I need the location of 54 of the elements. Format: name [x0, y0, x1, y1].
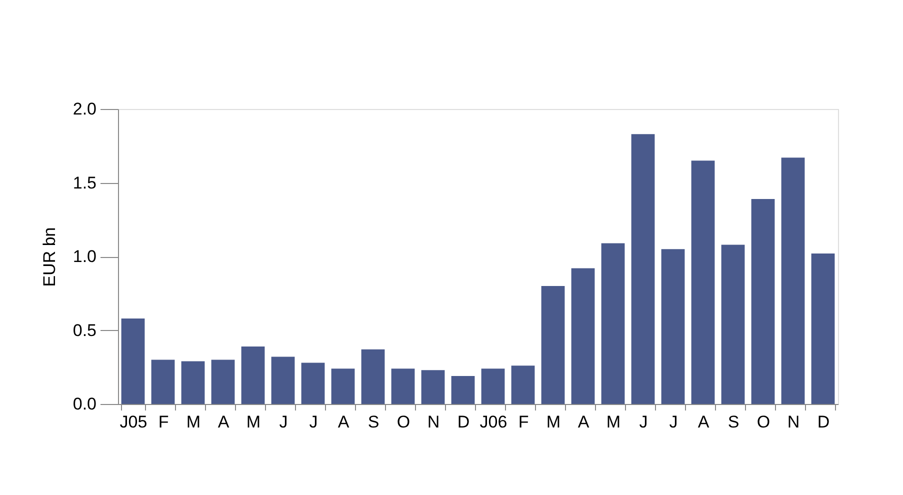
bar — [361, 349, 385, 404]
bar — [721, 244, 745, 404]
bar — [631, 134, 655, 404]
x-tick-label: S — [728, 412, 740, 432]
x-tick-label: J — [309, 412, 318, 432]
bar — [391, 368, 415, 404]
x-tick-label: A — [698, 412, 710, 432]
bar — [751, 198, 775, 404]
bar — [271, 356, 295, 404]
x-tick-label: M — [546, 412, 561, 432]
x-tick-label: D — [457, 412, 470, 432]
x-tick-label: J05 — [120, 412, 148, 432]
y-axis-title: EUR bn — [40, 227, 59, 287]
x-tick-label: J — [279, 412, 288, 432]
bar — [511, 366, 535, 404]
bar — [121, 318, 145, 404]
bar — [601, 243, 625, 404]
bar — [181, 361, 205, 404]
x-tick-label: M — [246, 412, 261, 432]
y-tick-label: 1.5 — [72, 173, 96, 192]
y-tick-label: 0.5 — [72, 320, 96, 340]
bar — [541, 286, 565, 404]
x-tick-label: S — [368, 412, 380, 432]
bar — [241, 346, 265, 404]
bar — [781, 158, 805, 404]
x-tick-label: J — [669, 412, 678, 432]
bar — [661, 249, 685, 404]
bar — [421, 370, 445, 404]
x-tick-label: N — [427, 412, 440, 432]
x-tick-label: A — [218, 412, 230, 432]
x-tick-label: M — [186, 412, 201, 432]
bar — [481, 368, 505, 404]
x-tick-label: A — [578, 412, 590, 432]
y-tick-label: 1.0 — [72, 247, 96, 266]
bar — [451, 376, 475, 404]
x-tick-label: O — [396, 412, 410, 432]
bar — [571, 268, 595, 404]
y-tick-label: 2.0 — [72, 100, 96, 118]
x-tick-label: J — [639, 412, 648, 432]
x-tick-label: F — [158, 412, 169, 432]
bar — [691, 160, 715, 404]
bar — [151, 360, 175, 404]
x-tick-label: A — [338, 412, 350, 432]
x-tick-label: O — [756, 412, 770, 432]
y-tick-label: 0.0 — [72, 394, 96, 414]
x-tick-label: F — [518, 412, 529, 432]
bar — [331, 368, 355, 404]
bar — [211, 360, 235, 404]
x-tick-label: D — [817, 412, 830, 432]
x-tick-label: M — [606, 412, 621, 432]
bar — [301, 362, 325, 404]
x-tick-label: N — [787, 412, 800, 432]
bar — [811, 254, 835, 404]
x-tick-label: J06 — [480, 412, 508, 432]
